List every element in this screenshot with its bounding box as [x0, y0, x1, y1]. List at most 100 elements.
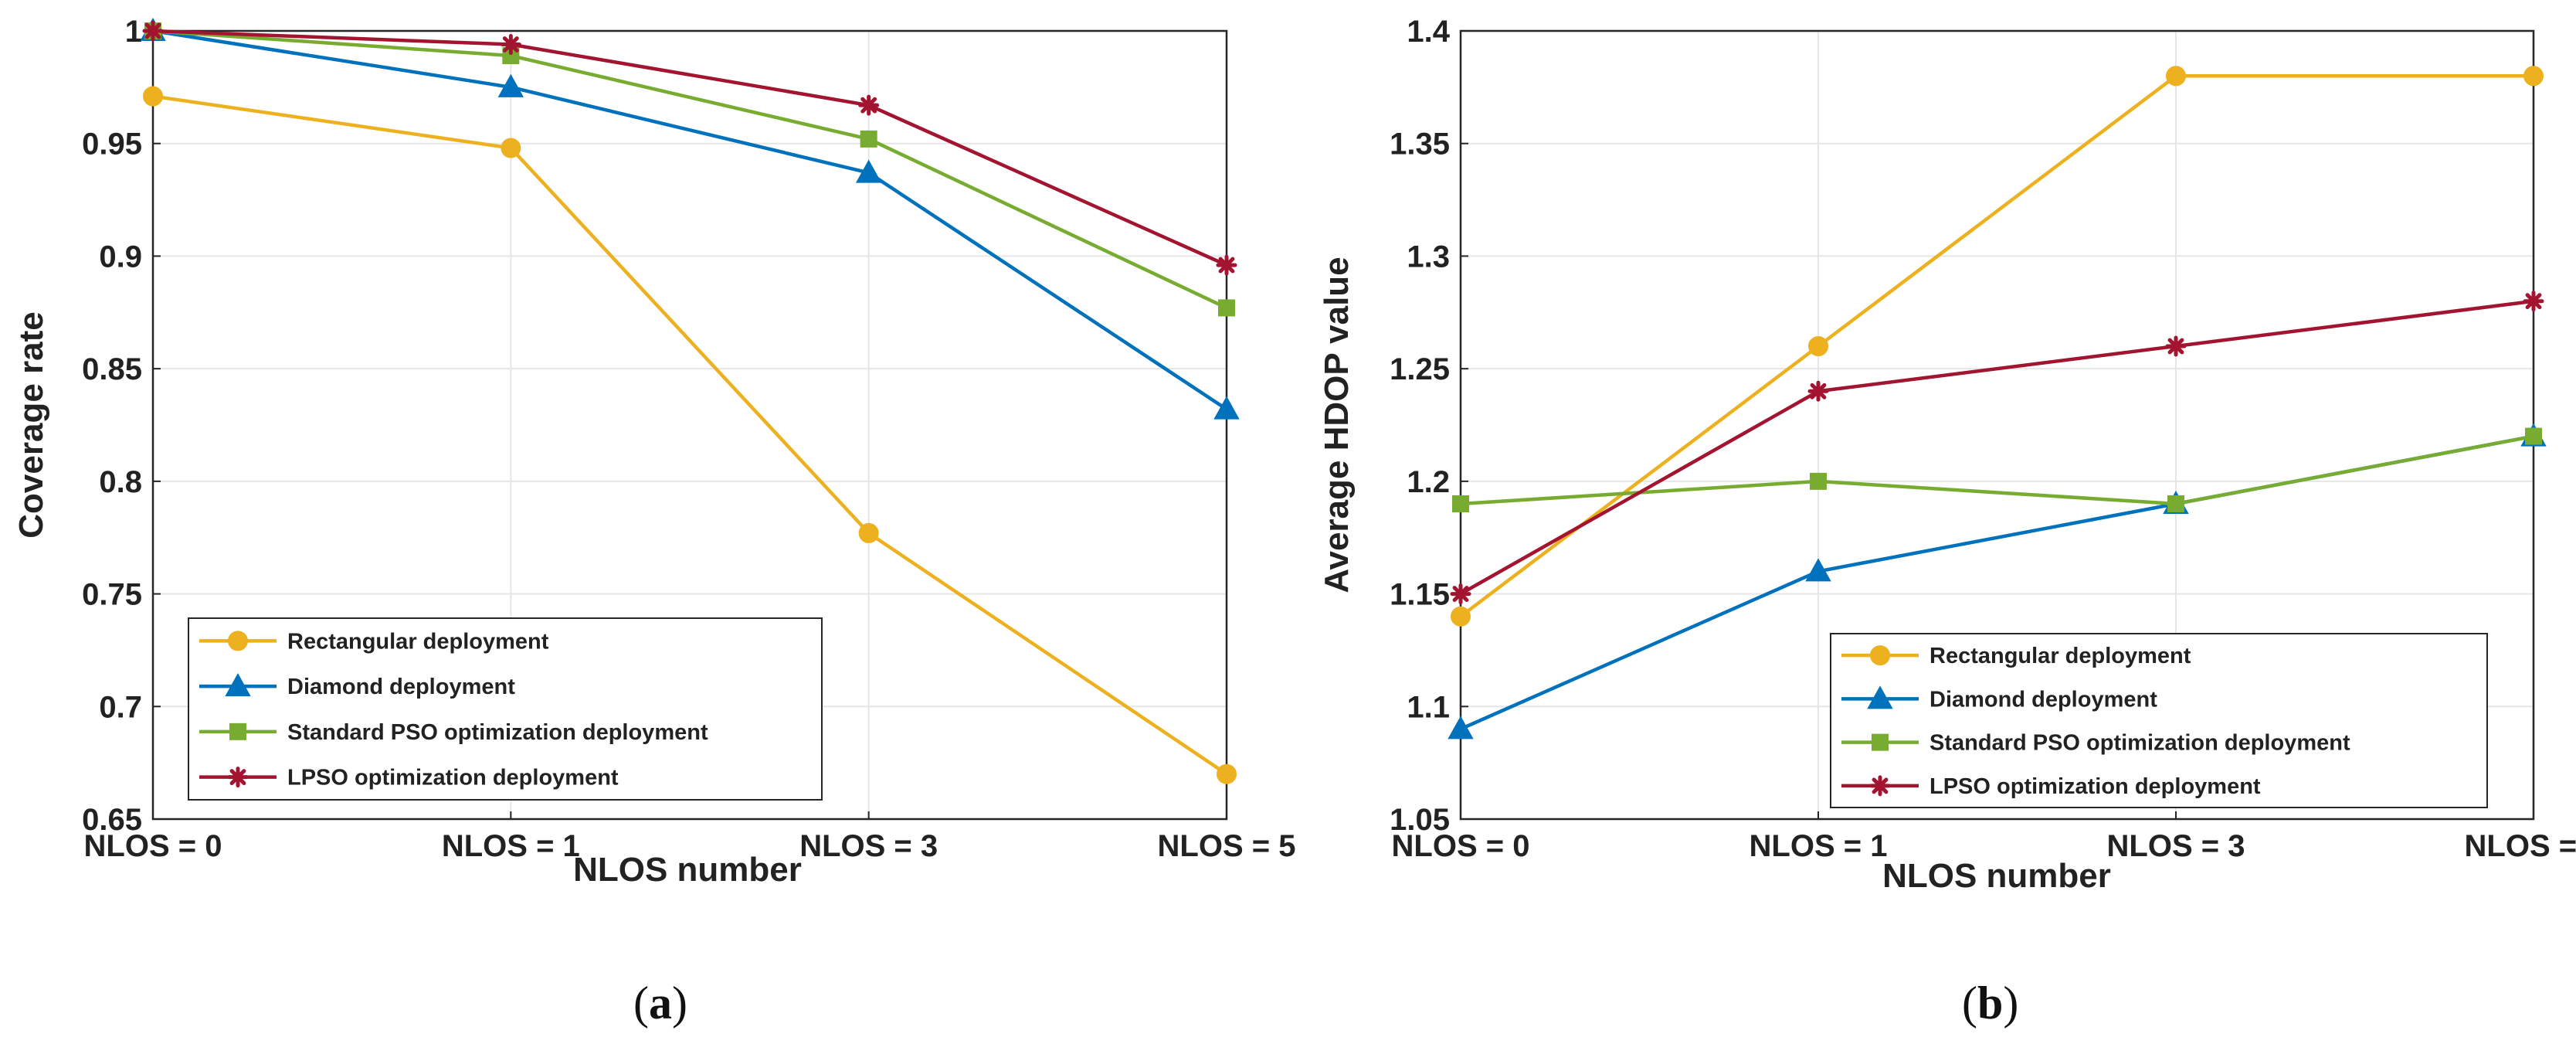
- x-tick-label: NLOS = 1: [1750, 829, 1888, 863]
- legend-marker-diamond: [225, 673, 251, 697]
- legend-item-rectangular: Rectangular deployment: [1841, 644, 2191, 668]
- legend-marker-lpso: [1869, 775, 1891, 797]
- legend-label: LPSO optimization deployment: [1929, 774, 2261, 799]
- legend-label: Diamond deployment: [287, 675, 515, 699]
- y-tick-label: 1.15: [1390, 578, 1450, 612]
- x-axis-title: NLOS number: [1882, 857, 2111, 895]
- legend-marker-lpso: [227, 767, 249, 788]
- series-rectangular: [1451, 66, 2544, 627]
- legend-marker-rectangular: [1870, 645, 1890, 666]
- legend-box: [1830, 633, 2488, 808]
- x-axis-title: NLOS number: [573, 851, 802, 889]
- legend-label: Rectangular deployment: [1929, 644, 2191, 668]
- x-tick-label: NLOS = 3: [799, 829, 938, 863]
- series-line-rectangular: [152, 94, 1228, 776]
- x-tick-label: NLOS = 3: [2107, 829, 2245, 863]
- y-tick-label: 1.25: [1390, 352, 1450, 386]
- data-point-lpso: [1807, 380, 1829, 402]
- caption-letter: b: [1977, 978, 2003, 1028]
- data-point-lpso: [858, 94, 880, 116]
- data-point-standard_pso: [1452, 495, 1469, 512]
- legend-item-standard_pso: Standard PSO optimization deployment: [1841, 731, 2350, 756]
- data-point-standard_pso: [2167, 495, 2184, 512]
- data-point-standard_pso: [1218, 299, 1235, 317]
- caption-open-paren: (: [1962, 978, 1977, 1028]
- plot-frame: [151, 29, 1228, 821]
- y-tick-label: 0.7: [99, 690, 142, 724]
- legend-label: Rectangular deployment: [287, 629, 549, 654]
- series-lpso: [1450, 291, 2544, 605]
- y-tick-label: 1.3: [1407, 240, 1450, 274]
- legend: Rectangular deployment Diamond deployment…: [1830, 633, 2488, 808]
- y-tick-label: 0.75: [82, 578, 142, 612]
- panel-a-coverage-rate-chart: 0.65 0.7 0.75 0.8 0.85 0.9 0.95 1 NLOS = 0 NLOS =…: [12, 15, 1295, 1028]
- y-tick-label: 0.65: [82, 803, 142, 837]
- y-tick-label: 1.2: [1407, 465, 1450, 499]
- data-point-standard_pso: [1810, 472, 1827, 490]
- data-point-lpso: [1216, 254, 1237, 276]
- legend-box: [188, 617, 823, 801]
- data-point-standard_pso: [2525, 427, 2542, 445]
- y-tick-label: 0.9: [99, 240, 142, 274]
- data-point-diamond: [1213, 396, 1240, 420]
- x-tick-label: NLOS = 0: [1392, 829, 1530, 863]
- data-point-diamond: [1805, 558, 1831, 582]
- y-tick-label: 0.85: [82, 352, 142, 386]
- data-point-lpso: [1450, 583, 1471, 605]
- caption-close-paren: ): [2003, 978, 2018, 1028]
- legend-item-standard_pso: Standard PSO optimization deployment: [199, 720, 708, 745]
- legend-marker-diamond: [1867, 685, 1893, 709]
- data-point-standard_pso: [860, 130, 877, 148]
- legend-item-diamond: Diamond deployment: [199, 673, 515, 699]
- legend-item-diamond: Diamond deployment: [1841, 685, 2157, 712]
- data-point-rectangular: [501, 138, 521, 158]
- y-tick-label: 1.4: [1407, 15, 1450, 49]
- series-line-lpso: [152, 29, 1227, 267]
- x-tick-label: NLOS = 1: [442, 829, 580, 863]
- legend-label: LPSO optimization deployment: [287, 766, 619, 790]
- y-tick-label: 1.35: [1390, 128, 1450, 162]
- caption-open-paren: (: [633, 978, 649, 1028]
- y-tick-label: 1: [125, 15, 142, 49]
- data-point-rectangular: [1451, 606, 1471, 627]
- caption-close-paren: ): [672, 978, 687, 1028]
- data-point-lpso: [2165, 335, 2187, 357]
- y-tick-label: 1.1: [1407, 690, 1450, 724]
- y-tick-label: 1.05: [1390, 803, 1450, 837]
- data-point-diamond: [497, 73, 524, 97]
- x-tick-label: NLOS = 0: [84, 829, 222, 863]
- x-tick-label: NLOS = 5: [2465, 829, 2576, 863]
- panel-caption: (a): [633, 978, 687, 1028]
- legend-label: Standard PSO optimization deployment: [1929, 731, 2350, 756]
- series-line-lpso: [1459, 299, 2534, 596]
- data-point-diamond: [1448, 716, 1474, 740]
- series-line-standard_pso: [152, 29, 1227, 310]
- caption-letter: a: [649, 978, 672, 1028]
- data-point-lpso: [2523, 291, 2544, 312]
- panel-b-hdop-chart: 1.05 1.1 1.15 1.2 1.25 1.3 1.35 1.4 NLOS = 0 NLOS…: [1318, 15, 2576, 1028]
- data-point-diamond: [855, 159, 882, 183]
- series-line-rectangular: [1459, 74, 2534, 618]
- data-point-rectangular: [143, 86, 163, 107]
- legend-marker-rectangular: [228, 631, 248, 651]
- y-tick-label: 0.8: [99, 465, 142, 499]
- legend-marker-standard_pso: [229, 722, 246, 740]
- legend-item-lpso: LPSO optimization deployment: [199, 766, 619, 790]
- legend-label: Standard PSO optimization deployment: [287, 720, 708, 745]
- legend-item-rectangular: Rectangular deployment: [199, 629, 549, 654]
- data-point-lpso: [500, 33, 521, 55]
- legend-item-lpso: LPSO optimization deployment: [1841, 774, 2261, 799]
- y-tick-label: 0.95: [82, 128, 142, 162]
- x-tick-label: NLOS = 5: [1158, 829, 1296, 863]
- series-lpso: [142, 20, 1237, 276]
- series-line-diamond: [152, 29, 1228, 411]
- data-point-rectangular: [1217, 763, 1237, 784]
- y-axis-title: Average HDOP value: [1318, 257, 1356, 593]
- data-point-rectangular: [858, 522, 879, 543]
- data-point-rectangular: [1808, 336, 1828, 356]
- series-rectangular: [143, 86, 1237, 784]
- legend: Rectangular deployment Diamond deployment…: [188, 617, 823, 801]
- data-point-rectangular: [2523, 66, 2544, 87]
- panel-caption: (b): [1962, 978, 2018, 1028]
- data-point-standard_pso: [502, 47, 520, 65]
